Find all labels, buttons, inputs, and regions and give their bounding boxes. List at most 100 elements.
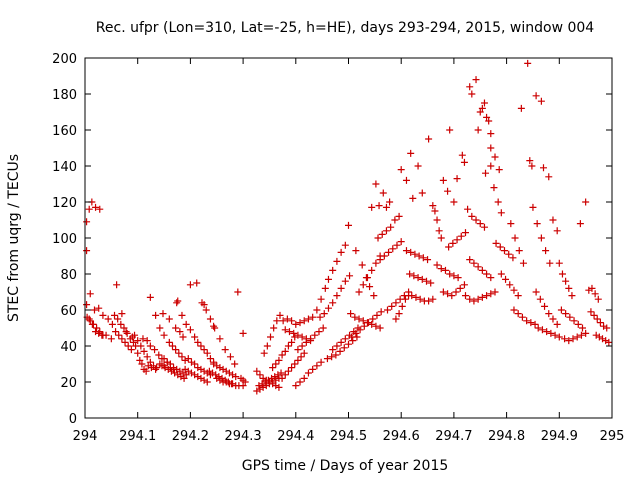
- data-point: [603, 324, 611, 332]
- data-point: [457, 232, 465, 240]
- data-point: [146, 342, 154, 350]
- data-point: [203, 349, 211, 357]
- data-point: [194, 364, 202, 372]
- y-tick-label: 80: [60, 268, 77, 283]
- data-point: [263, 342, 271, 350]
- data-point: [328, 353, 336, 361]
- data-point: [117, 320, 125, 328]
- data-point: [425, 135, 433, 143]
- data-point: [360, 322, 368, 330]
- data-point: [483, 270, 491, 278]
- data-point: [529, 203, 537, 211]
- data-point: [506, 281, 514, 289]
- x-axis-label: GPS time / Days of year 2015: [242, 458, 449, 474]
- data-point: [212, 371, 220, 379]
- data-point: [260, 349, 268, 357]
- data-point: [83, 247, 91, 255]
- data-point: [174, 297, 182, 305]
- y-axis-label: STEC from uqrg / TECUs: [6, 154, 22, 322]
- data-point: [317, 295, 325, 303]
- data-point: [450, 272, 458, 280]
- data-point: [365, 319, 373, 327]
- data-point: [337, 338, 345, 346]
- data-point: [90, 306, 98, 314]
- data-point: [596, 319, 604, 327]
- data-point: [422, 277, 430, 285]
- data-point: [480, 223, 488, 231]
- data-point: [585, 286, 593, 294]
- data-point: [309, 365, 317, 373]
- data-point: [200, 376, 208, 384]
- data-point: [313, 306, 321, 314]
- data-point: [510, 306, 518, 314]
- data-point: [391, 216, 399, 224]
- data-point: [418, 189, 426, 197]
- data-point: [470, 297, 478, 305]
- data-point: [398, 302, 406, 310]
- data-point: [524, 59, 532, 67]
- data-point: [202, 306, 210, 314]
- data-point: [142, 367, 150, 375]
- data-point: [555, 333, 563, 341]
- data-point: [397, 166, 405, 174]
- data-point: [232, 373, 240, 381]
- data-point: [213, 362, 221, 370]
- data-point: [352, 329, 360, 337]
- data-point: [278, 374, 286, 382]
- data-point: [187, 358, 195, 366]
- data-point: [562, 277, 570, 285]
- data-point: [320, 310, 328, 318]
- data-point: [346, 272, 354, 280]
- data-point: [492, 239, 500, 247]
- data-point: [165, 338, 173, 346]
- data-point: [472, 76, 480, 84]
- data-point: [159, 310, 167, 318]
- data-point: [104, 315, 112, 323]
- data-point: [118, 335, 126, 343]
- data-point: [538, 326, 546, 334]
- data-point: [294, 331, 302, 339]
- data-point: [194, 338, 202, 346]
- data-point: [395, 310, 403, 318]
- data-point: [281, 371, 289, 379]
- data-point: [180, 374, 188, 382]
- data-point: [555, 259, 563, 267]
- data-point: [152, 311, 160, 319]
- data-point: [446, 126, 454, 134]
- data-point: [211, 324, 219, 332]
- data-point: [380, 252, 388, 260]
- data-point: [507, 220, 515, 228]
- data-point: [461, 229, 469, 237]
- data-point: [385, 248, 393, 256]
- data-point: [526, 157, 534, 165]
- data-point: [296, 319, 304, 327]
- x-tick-label: 294.9: [541, 429, 578, 444]
- data-point: [151, 346, 159, 354]
- data-points: [83, 59, 613, 395]
- data-point: [292, 382, 300, 390]
- data-point: [121, 338, 129, 346]
- data-point: [300, 317, 308, 325]
- data-point: [578, 324, 586, 332]
- data-point: [537, 97, 545, 105]
- data-point: [495, 166, 503, 174]
- data-point: [437, 265, 445, 273]
- data-point: [210, 322, 218, 330]
- data-point: [160, 355, 168, 363]
- data-point: [336, 347, 344, 355]
- data-point: [582, 198, 590, 206]
- data-point: [557, 306, 565, 314]
- data-point: [565, 284, 573, 292]
- data-point: [341, 335, 349, 343]
- data-point: [337, 248, 345, 256]
- data-point: [523, 317, 531, 325]
- data-point: [146, 358, 154, 366]
- data-point: [231, 360, 239, 368]
- data-point: [570, 317, 578, 325]
- data-point: [407, 248, 415, 256]
- data-point: [127, 346, 135, 354]
- data-point: [269, 380, 277, 388]
- data-point: [518, 313, 526, 321]
- data-point: [359, 281, 367, 289]
- data-point: [348, 333, 356, 341]
